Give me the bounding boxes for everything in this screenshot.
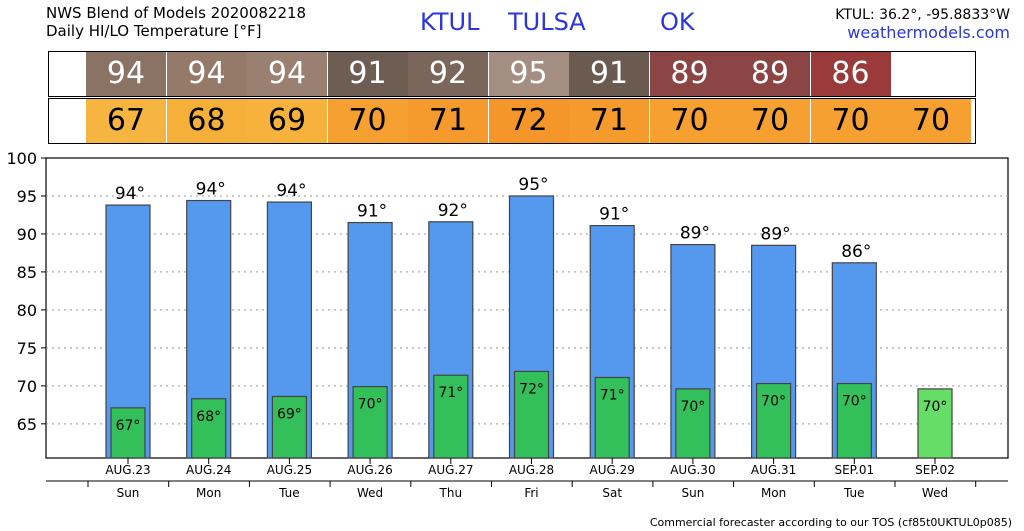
hi-bar-label: 95° — [518, 175, 548, 195]
x-tick-label: SEP.01 — [834, 463, 874, 477]
lo-bar-label: 70° — [761, 394, 786, 410]
lo-temperature-strip: 67 68 69 70 71 72 71 70 70 70 70 — [48, 98, 976, 144]
x-tick-label: SEP.02 — [915, 463, 955, 477]
x-weekday-label: Wed — [357, 486, 383, 500]
lo-bar-label: 70° — [358, 397, 383, 413]
lo-strip-cell: 71 — [408, 99, 488, 143]
hi-strip-cell: 89 — [649, 52, 730, 96]
hi-bar-label: 89° — [761, 224, 791, 244]
x-weekday-label: Tue — [278, 486, 300, 500]
lo-strip-cell: 70 — [730, 99, 810, 143]
lo-strip-cell: 67 — [86, 99, 166, 143]
hi-bar-label: 92° — [438, 201, 468, 221]
lo-strip-cell: 68 — [166, 99, 247, 143]
hi-bar-label: 86° — [841, 242, 871, 262]
station-id: KTUL — [420, 8, 480, 36]
hi-bar-label: 91° — [599, 205, 629, 225]
x-tick-label: AUG.30 — [670, 463, 715, 477]
lo-bar-label: 70° — [842, 394, 867, 410]
x-weekday-label: Thu — [439, 486, 463, 500]
lo-bar-label: 72° — [519, 381, 544, 397]
hi-strip-cell: 94 — [166, 52, 247, 96]
x-weekday-label: Sun — [117, 486, 140, 500]
hi-strip-cell: 95 — [488, 52, 569, 96]
x-weekday-label: Fri — [524, 486, 538, 500]
lo-strip-cell: 70 — [891, 99, 971, 143]
x-weekday-label: Tue — [843, 486, 865, 500]
lo-bar-label: 70° — [923, 399, 948, 415]
hi-bar-label: 94° — [196, 180, 226, 200]
lo-strip-cell: 70 — [649, 99, 730, 143]
hi-strip-cell: 86 — [810, 52, 891, 96]
hi-bar-label: 89° — [680, 224, 710, 244]
y-tick-label: 85 — [17, 263, 37, 282]
lo-bar — [513, 370, 550, 459]
y-tick-label: 90 — [17, 225, 37, 244]
hi-bar-label: 91° — [357, 202, 387, 222]
hi-strip-cell: 92 — [408, 52, 488, 96]
station-name: TULSA — [508, 8, 586, 36]
y-tick-label: 65 — [17, 415, 37, 434]
lo-bar-label: 70° — [680, 399, 705, 415]
x-weekday-label: Sat — [602, 486, 622, 500]
lo-bar-label: 71° — [438, 385, 463, 401]
lo-bar — [191, 398, 227, 459]
lo-bar — [917, 388, 953, 459]
y-tick-label: 100 — [6, 149, 37, 168]
lo-strip-cell: 70 — [327, 99, 408, 143]
x-tick-label: AUG.26 — [347, 463, 392, 477]
lo-bar — [755, 382, 792, 459]
x-tick-label: AUG.29 — [590, 463, 635, 477]
x-tick-label: AUG.25 — [267, 463, 312, 477]
lo-bar-label: 69° — [277, 406, 302, 422]
x-weekday-label: Mon — [761, 486, 786, 500]
x-tick-label: AUG.31 — [751, 463, 796, 477]
x-tick-label: AUG.27 — [428, 463, 473, 477]
hi-strip-cell: 94 — [247, 52, 327, 96]
hi-temperature-strip: 94 94 94 91 92 95 91 89 89 86 — [48, 51, 976, 97]
lo-bar — [675, 388, 711, 459]
hi-bar-label: 94° — [276, 181, 306, 201]
station-state: OK — [660, 8, 695, 36]
y-tick-label: 80 — [17, 301, 37, 320]
hi-strip-cell: 94 — [86, 52, 166, 96]
hi-strip-cell: 91 — [327, 52, 408, 96]
lo-bar — [836, 382, 872, 459]
lo-bar — [352, 386, 388, 459]
x-weekday-label: Sun — [681, 486, 704, 500]
x-weekday-label: Mon — [196, 486, 221, 500]
lo-bar-label: 67° — [116, 418, 141, 434]
x-tick-label: AUG.24 — [186, 463, 231, 477]
lo-strip-cell: 72 — [488, 99, 569, 143]
lo-strip-cell: 71 — [569, 99, 649, 143]
x-tick-label: AUG.28 — [509, 463, 554, 477]
y-tick-label: 75 — [17, 339, 37, 358]
lo-strip-cell: 70 — [810, 99, 891, 143]
site-link[interactable]: weathermodels.com — [847, 23, 1010, 42]
lo-bar — [110, 407, 146, 459]
lo-bar-label: 68° — [196, 409, 221, 425]
chart-subtitle: Daily HI/LO Temperature [°F] — [46, 22, 262, 40]
y-tick-label: 95 — [17, 187, 37, 206]
footer-note: Commercial forecaster according to our T… — [649, 516, 1012, 529]
x-tick-label: AUG.23 — [105, 463, 150, 477]
lo-bar-label: 71° — [600, 387, 625, 403]
lo-bar — [433, 374, 469, 459]
lo-strip-cell: 69 — [247, 99, 327, 143]
y-tick-label: 70 — [17, 377, 37, 396]
hi-strip-cell: 89 — [730, 52, 810, 96]
chart-title: NWS Blend of Models 2020082218 — [46, 4, 307, 22]
hi-strip-cell: 91 — [569, 52, 649, 96]
hi-bar-label: 94° — [115, 184, 145, 204]
x-weekday-label: Wed — [922, 486, 948, 500]
station-coords: KTUL: 36.2°, -95.8833°W — [835, 7, 1010, 23]
